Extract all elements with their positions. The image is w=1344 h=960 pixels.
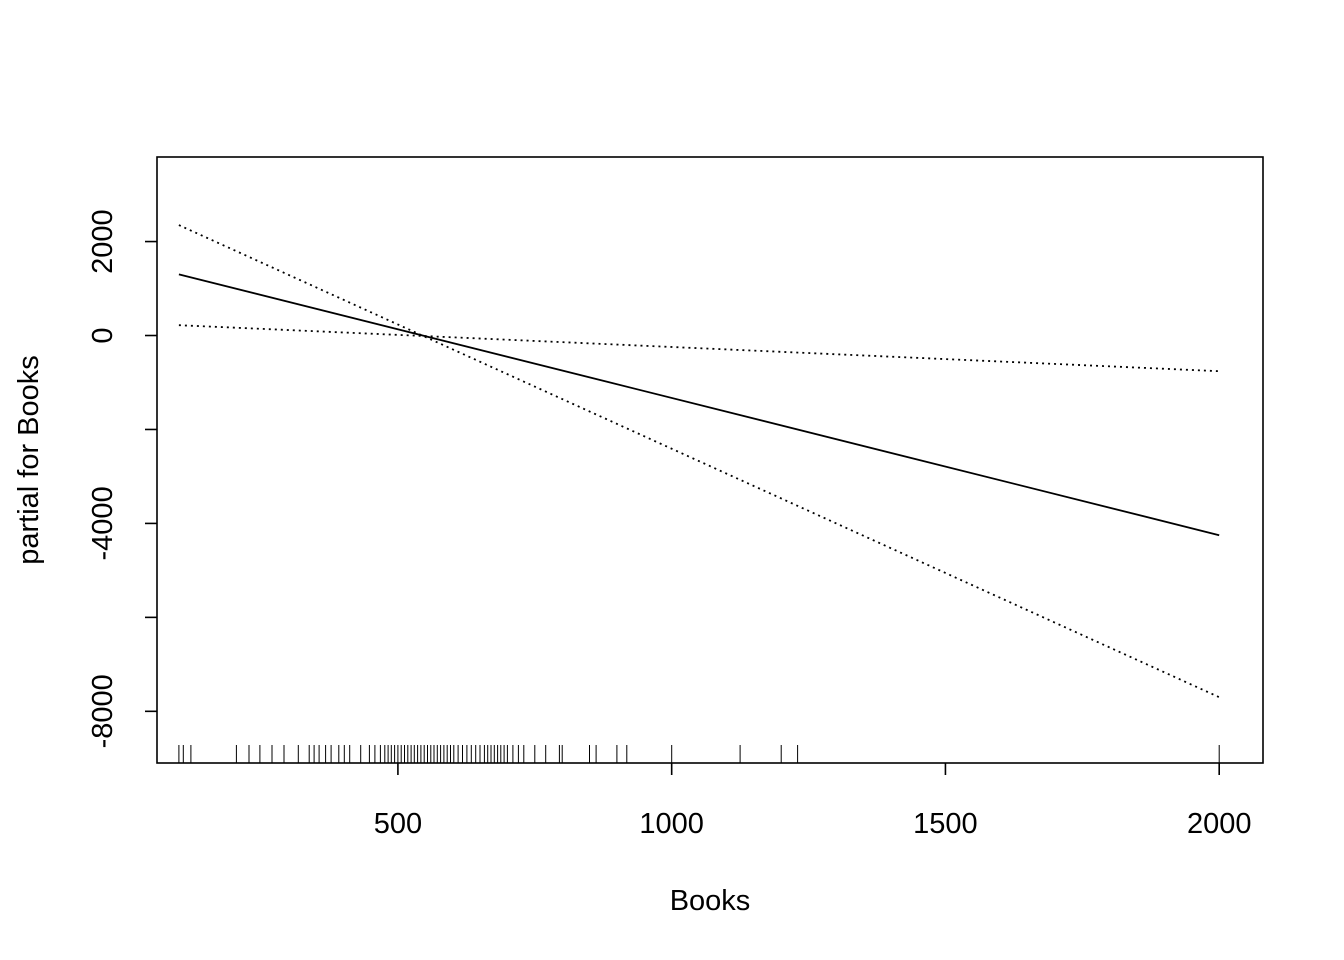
confidence-band-line-1: [178, 224, 1220, 699]
y-tick-label: -4000: [87, 486, 119, 560]
x-tick-label: 2000: [1187, 808, 1252, 840]
x-axis-label: Books: [670, 885, 751, 917]
x-tick-label: 1000: [639, 808, 704, 840]
confidence-band-line-2: [178, 324, 1220, 373]
x-axis: 500 1000 1500 2000: [374, 763, 1252, 840]
rug-marks: [178, 745, 1220, 763]
x-tick-label: 1500: [913, 808, 978, 840]
y-axis: -8000 -4000 0 2000: [87, 209, 157, 748]
series-lines: [178, 224, 1220, 699]
y-tick-label: 0: [87, 327, 119, 343]
y-tick-label: -8000: [87, 674, 119, 748]
fit-line-0: [178, 273, 1220, 537]
x-tick-label: 500: [374, 808, 422, 840]
y-axis-label: partial for Books: [13, 355, 45, 565]
plot-frame: [156, 156, 1264, 764]
y-tick-label: 2000: [87, 209, 119, 274]
